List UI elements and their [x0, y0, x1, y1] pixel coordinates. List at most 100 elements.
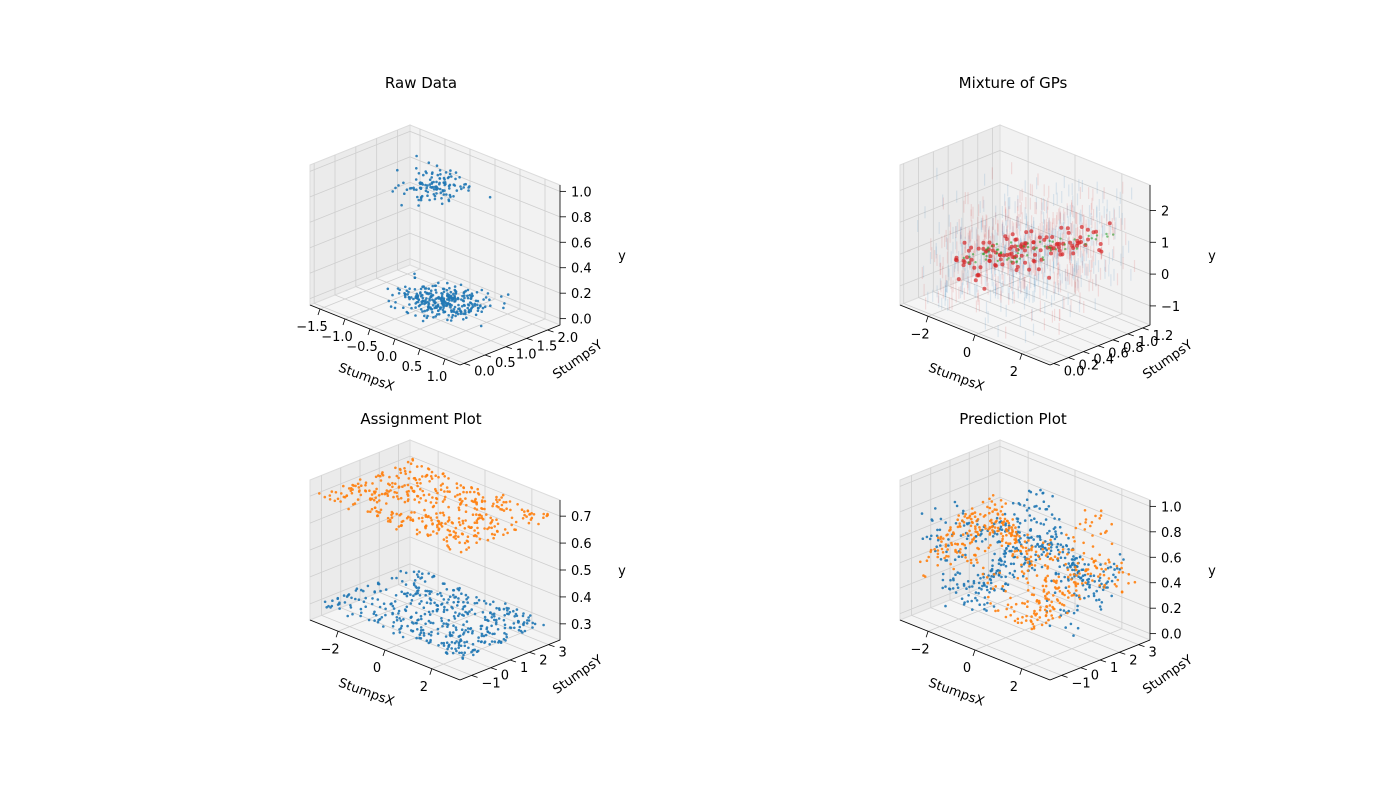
data-point [954, 548, 957, 552]
data-point [402, 592, 406, 596]
data-point [422, 606, 426, 609]
data-point [394, 466, 397, 470]
data-point [515, 614, 519, 618]
mean-point [1033, 248, 1036, 251]
x-tick-label: 0.0 [377, 350, 398, 365]
data-point [490, 526, 494, 530]
data-point [398, 631, 402, 634]
data-point [1018, 521, 1022, 525]
data-point [970, 517, 973, 521]
data-point [991, 587, 995, 590]
data-point [493, 618, 496, 622]
data-point [428, 292, 431, 295]
observed-point [1065, 226, 1070, 231]
data-point [389, 305, 393, 308]
data-point [1127, 573, 1131, 576]
data-point [370, 602, 374, 606]
data-point [442, 306, 445, 310]
data-point [354, 597, 357, 601]
data-point [349, 606, 353, 609]
data-point [438, 181, 441, 185]
data-point [439, 307, 442, 311]
data-point [424, 499, 428, 502]
data-point [1075, 594, 1078, 597]
data-point [445, 641, 449, 644]
data-point [409, 516, 412, 520]
observed-point [1057, 248, 1062, 253]
data-point [1044, 597, 1047, 600]
data-point [966, 580, 970, 583]
data-point [457, 297, 460, 301]
data-point [376, 514, 380, 517]
data-point [459, 497, 462, 501]
data-point [958, 522, 961, 525]
data-point [425, 474, 428, 477]
data-point [990, 575, 993, 578]
data-point [448, 490, 451, 494]
data-point [477, 493, 481, 496]
data-point [972, 581, 976, 585]
data-point [458, 651, 461, 655]
y-tick [1080, 667, 1087, 671]
data-point [954, 573, 957, 576]
data-point [400, 524, 403, 528]
data-point [1009, 613, 1012, 617]
data-point [978, 526, 981, 529]
z-tick-label: 1.0 [571, 185, 592, 200]
data-point [990, 500, 994, 503]
observed-point [1013, 244, 1018, 249]
data-point [469, 627, 472, 631]
data-point [338, 602, 341, 606]
data-point [459, 550, 463, 554]
z-tick-label: 0.6 [1161, 551, 1182, 566]
observed-point [1097, 248, 1102, 253]
data-point [413, 276, 417, 280]
data-point [1005, 519, 1009, 523]
data-point [966, 600, 969, 603]
data-point [418, 186, 422, 190]
data-point [493, 632, 496, 636]
data-point [1067, 579, 1070, 582]
data-point [1097, 575, 1100, 578]
data-point [1020, 570, 1024, 573]
z-tick-label: 0.6 [571, 236, 592, 251]
gridline [911, 475, 1062, 676]
data-point [1115, 564, 1119, 568]
data-point [981, 500, 985, 504]
data-point [974, 527, 977, 531]
y-tick-label: 2 [539, 653, 547, 668]
data-point [1047, 505, 1051, 508]
data-point [1036, 543, 1039, 546]
data-point [1030, 627, 1034, 631]
gridline [419, 169, 521, 350]
data-point [1002, 523, 1005, 526]
data-point [1023, 519, 1027, 522]
data-point [480, 310, 484, 314]
data-point [453, 495, 457, 498]
data-point [402, 618, 405, 621]
data-point [442, 538, 446, 541]
data-point [430, 172, 434, 175]
data-point [435, 497, 439, 501]
data-point [993, 508, 996, 511]
data-point [454, 647, 457, 651]
data-point [470, 292, 474, 296]
data-point [1067, 609, 1070, 613]
data-point [374, 475, 378, 479]
data-point [375, 487, 378, 491]
data-point [1054, 572, 1058, 576]
mean-point [1064, 247, 1067, 251]
y-tick-label: 3 [558, 646, 566, 661]
data-point [995, 516, 999, 520]
mean-point [985, 254, 988, 258]
y-tick [490, 667, 497, 671]
data-point [465, 548, 468, 551]
data-point [945, 534, 948, 537]
data-point [1026, 569, 1030, 572]
data-point [1036, 554, 1040, 557]
data-point [1067, 596, 1070, 599]
gridline [394, 159, 496, 340]
observed-point [978, 265, 983, 270]
data-point [454, 298, 458, 301]
data-point [452, 195, 455, 198]
